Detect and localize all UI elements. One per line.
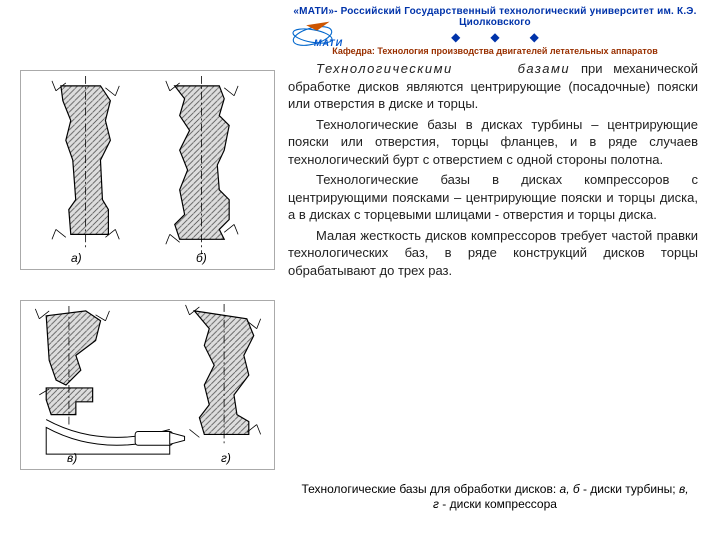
subfig-b bbox=[166, 76, 238, 254]
paragraph-1: Технологическими базами при механической… bbox=[288, 60, 698, 113]
diamond-icon: ◆ bbox=[530, 30, 539, 44]
cap-prefix: Технологические базы для обработки диско… bbox=[301, 482, 559, 496]
university-name: «МАТИ»- Российский Государственный техно… bbox=[280, 6, 710, 28]
figure-bottom: в) г) bbox=[20, 300, 275, 470]
cap-lab1: а, б bbox=[560, 482, 580, 496]
tool-icon bbox=[135, 431, 184, 445]
term-1: Технологическими bbox=[316, 61, 453, 76]
diamond-icon: ◆ bbox=[490, 30, 499, 44]
header-decor: ◆ ◆ ◆ bbox=[280, 30, 710, 44]
label-a: а) bbox=[71, 251, 82, 265]
figure-top: а) б) bbox=[20, 70, 275, 270]
label-b: б) bbox=[196, 251, 207, 265]
paragraph-4: Малая жесткость дисков компрессоров треб… bbox=[288, 227, 698, 280]
diamond-icon: ◆ bbox=[451, 30, 460, 44]
subfig-a bbox=[52, 76, 119, 249]
paragraph-2: Технологические базы в дисках турбины – … bbox=[288, 116, 698, 169]
cap-mid1: - диски турбины; bbox=[580, 482, 679, 496]
label-g: г) bbox=[221, 451, 231, 465]
figure-caption: Технологические базы для обработки диско… bbox=[300, 482, 690, 512]
label-v: в) bbox=[67, 451, 77, 465]
term-2: базами bbox=[518, 61, 571, 76]
subfig-g bbox=[186, 304, 261, 444]
department-name: Кафедра: Технология производства двигате… bbox=[280, 46, 710, 56]
body-text: Технологическими базами при механической… bbox=[288, 60, 698, 283]
page-header: «МАТИ»- Российский Государственный техно… bbox=[280, 6, 710, 56]
cap-mid2: - диски компрессора bbox=[439, 497, 557, 511]
paragraph-3: Технологические базы в дисках компрессор… bbox=[288, 171, 698, 224]
